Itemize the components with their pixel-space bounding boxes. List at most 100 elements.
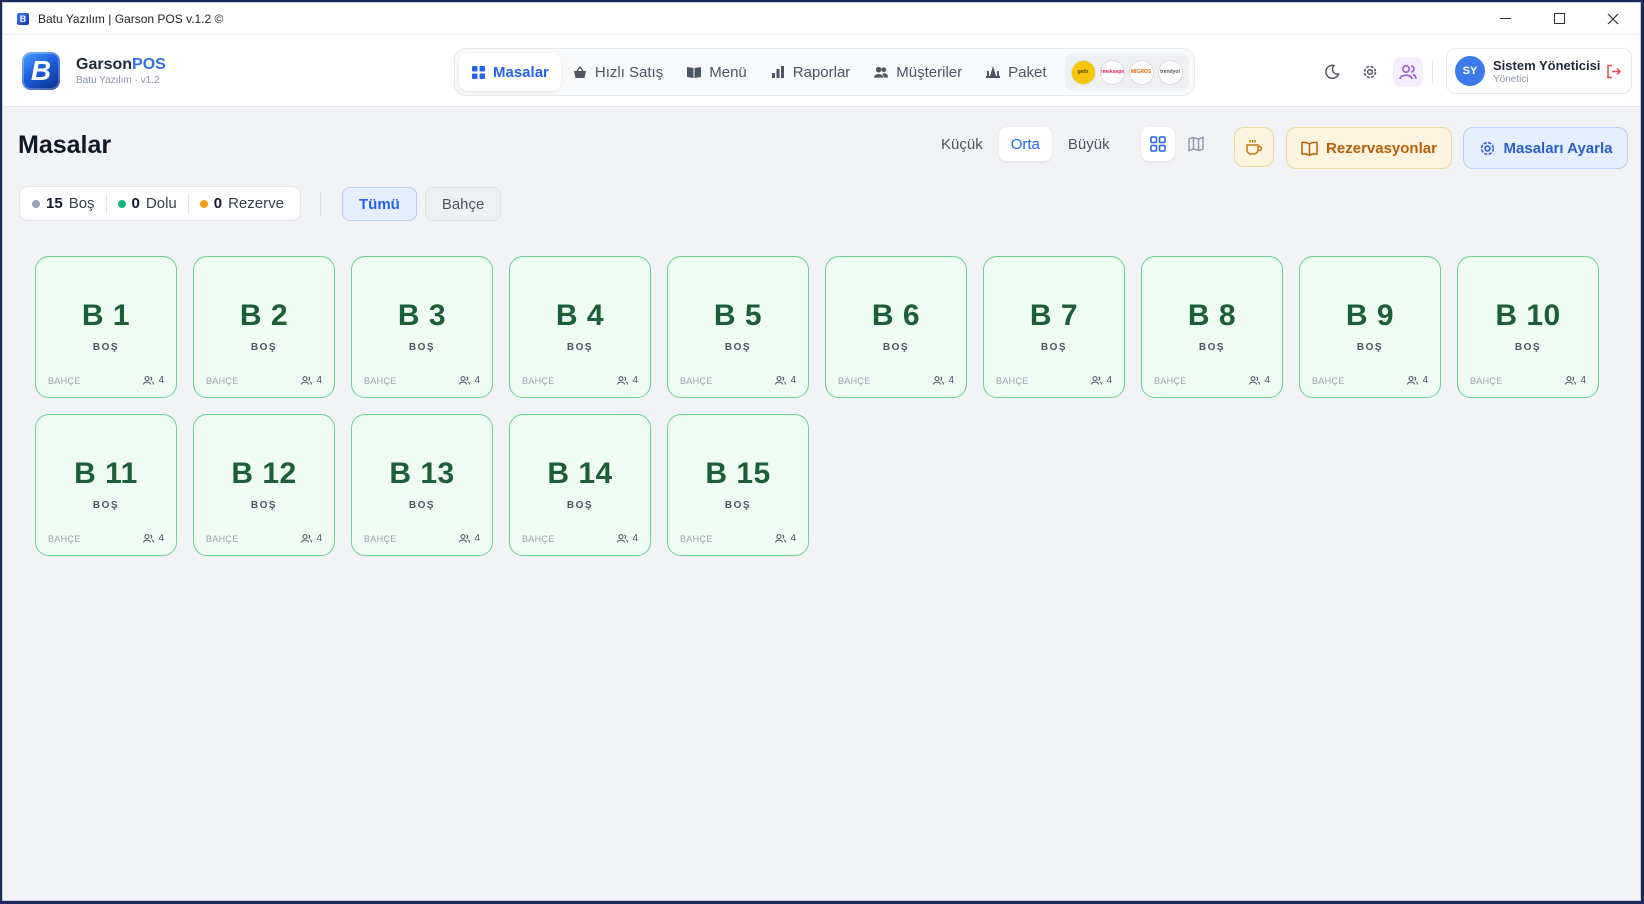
- table-card[interactable]: B 15 BOŞ BAHÇE 4: [667, 414, 809, 556]
- page-title: Masalar: [18, 131, 112, 159]
- logout-button[interactable]: [1606, 64, 1621, 79]
- table-card[interactable]: B 8 BOŞ BAHÇE 4: [1141, 256, 1283, 398]
- filter-divider: [320, 193, 321, 215]
- brand-subtitle: Batu Yazılım · v1.2: [76, 74, 160, 86]
- nav-hizli-satis[interactable]: Hızlı Satış: [561, 53, 675, 91]
- header-actions: [1317, 57, 1423, 87]
- nav-raporlar[interactable]: Raporlar: [759, 53, 863, 91]
- user-card[interactable]: SY Sistem Yöneticisi Yönetici: [1446, 48, 1632, 94]
- table-card[interactable]: B 13 BOŞ BAHÇE 4: [351, 414, 493, 556]
- table-name: B 9: [1345, 299, 1395, 332]
- nav-musteriler[interactable]: Müşteriler: [862, 53, 974, 91]
- table-card[interactable]: B 9 BOŞ BAHÇE 4: [1299, 256, 1441, 398]
- nav-label: Hızlı Satış: [594, 63, 664, 81]
- table-name: B 1: [81, 299, 131, 332]
- partner-migros[interactable]: MIGROS: [1128, 59, 1154, 85]
- table-card[interactable]: B 14 BOŞ BAHÇE 4: [509, 414, 651, 556]
- table-status-summary: 15 Boş 0 Dolu 0 Rezerve: [19, 186, 301, 221]
- table-name: B 8: [1187, 299, 1237, 332]
- table-status: BOŞ: [724, 342, 752, 353]
- size-small[interactable]: Küçük: [941, 135, 983, 153]
- table-capacity: 4: [1091, 375, 1112, 386]
- partner-integrations: getir Yemeksepeti MIGROS trendyol: [1064, 53, 1189, 91]
- divider: [105, 193, 107, 214]
- brand-name-accent: POS: [132, 55, 166, 73]
- table-name: B 13: [389, 457, 455, 490]
- nav-label: Menü: [709, 63, 747, 81]
- empty-label: Boş: [68, 195, 95, 212]
- table-capacity: 4: [143, 533, 164, 544]
- close-button[interactable]: [1586, 3, 1640, 34]
- map-view-button[interactable]: [1179, 127, 1213, 161]
- partner-yemeksepeti[interactable]: Yemeksepeti: [1099, 59, 1125, 85]
- nav-paket[interactable]: Paket: [974, 53, 1058, 91]
- table-area: BAHÇE: [364, 376, 397, 386]
- table-capacity: 4: [775, 533, 796, 544]
- user-name: Sistem Yöneticisi: [1493, 57, 1601, 73]
- table-card[interactable]: B 1 BOŞ BAHÇE 4: [35, 256, 177, 398]
- divider: [187, 193, 189, 214]
- stat-full: 0 Dolu: [117, 195, 177, 212]
- empty-count: 15: [46, 195, 63, 212]
- users-icon: [933, 376, 945, 385]
- users-button[interactable]: [1393, 57, 1423, 87]
- table-card[interactable]: B 3 BOŞ BAHÇE 4: [351, 256, 493, 398]
- book-icon: [687, 65, 702, 79]
- table-card[interactable]: B 4 BOŞ BAHÇE 4: [509, 256, 651, 398]
- partner-trendyol[interactable]: trendyol: [1157, 59, 1183, 85]
- filter-all[interactable]: Tümü: [342, 187, 417, 221]
- users-icon: [1249, 376, 1261, 385]
- table-status: BOŞ: [92, 500, 120, 511]
- minimize-button[interactable]: [1478, 3, 1532, 34]
- dark-mode-button[interactable]: [1317, 57, 1347, 87]
- cafe-button[interactable]: [1234, 127, 1274, 167]
- table-card[interactable]: B 5 BOŞ BAHÇE 4: [667, 256, 809, 398]
- table-area: BAHÇE: [206, 534, 239, 544]
- capacity-value: 4: [948, 375, 954, 386]
- basket-icon: [573, 65, 587, 79]
- table-capacity: 4: [617, 533, 638, 544]
- nav-menu[interactable]: Menü: [675, 53, 759, 91]
- nav-masalar[interactable]: Masalar: [459, 53, 561, 91]
- reservations-button[interactable]: Rezervasyonlar: [1286, 127, 1452, 169]
- brand-name: GarsonPOS: [76, 56, 166, 74]
- table-status: BOŞ: [1514, 342, 1542, 353]
- settings-button[interactable]: [1355, 57, 1385, 87]
- table-card[interactable]: B 10 BOŞ BAHÇE 4: [1457, 256, 1599, 398]
- nav-label: Raporlar: [792, 63, 851, 81]
- table-card[interactable]: B 2 BOŞ BAHÇE 4: [193, 256, 335, 398]
- coffee-cup-icon: [1246, 140, 1263, 155]
- table-card[interactable]: B 12 BOŞ BAHÇE 4: [193, 414, 335, 556]
- setup-tables-button[interactable]: Masaları Ayarla: [1463, 127, 1628, 169]
- stat-reserved: 0 Rezerve: [199, 195, 284, 212]
- grid-view-button[interactable]: [1141, 127, 1175, 161]
- capacity-value: 4: [632, 533, 638, 544]
- size-medium[interactable]: Orta: [998, 127, 1052, 161]
- users-icon: [1565, 376, 1577, 385]
- table-name: B 2: [239, 299, 289, 332]
- nav-label: Masalar: [493, 63, 549, 81]
- size-large[interactable]: Büyük: [1067, 135, 1110, 153]
- table-area: BAHÇE: [48, 534, 81, 544]
- table-name: B 6: [871, 299, 921, 332]
- table-card[interactable]: B 6 BOŞ BAHÇE 4: [825, 256, 967, 398]
- table-status: BOŞ: [1356, 342, 1384, 353]
- reserved-count: 0: [213, 195, 223, 212]
- table-card[interactable]: B 11 BOŞ BAHÇE 4: [35, 414, 177, 556]
- partner-getir[interactable]: getir: [1070, 59, 1096, 85]
- table-name: B 11: [74, 457, 138, 490]
- table-name: B 12: [231, 457, 297, 490]
- capacity-value: 4: [316, 375, 322, 386]
- nav-label: Paket: [1008, 63, 1047, 81]
- maximize-button[interactable]: [1532, 3, 1586, 34]
- capacity-value: 4: [158, 533, 164, 544]
- table-status: BOŞ: [1040, 342, 1068, 353]
- table-area: BAHÇE: [996, 376, 1029, 386]
- reserved-label: Rezerve: [228, 195, 284, 212]
- filter-garden[interactable]: Bahçe: [424, 187, 502, 221]
- window-title: Batu Yazılım | Garson POS v.1.2 ©: [38, 11, 224, 26]
- reservations-label: Rezervasyonlar: [1326, 139, 1437, 157]
- setup-tables-label: Masaları Ayarla: [1503, 139, 1613, 157]
- table-card[interactable]: B 7 BOŞ BAHÇE 4: [983, 256, 1125, 398]
- table-name: B 5: [713, 299, 763, 332]
